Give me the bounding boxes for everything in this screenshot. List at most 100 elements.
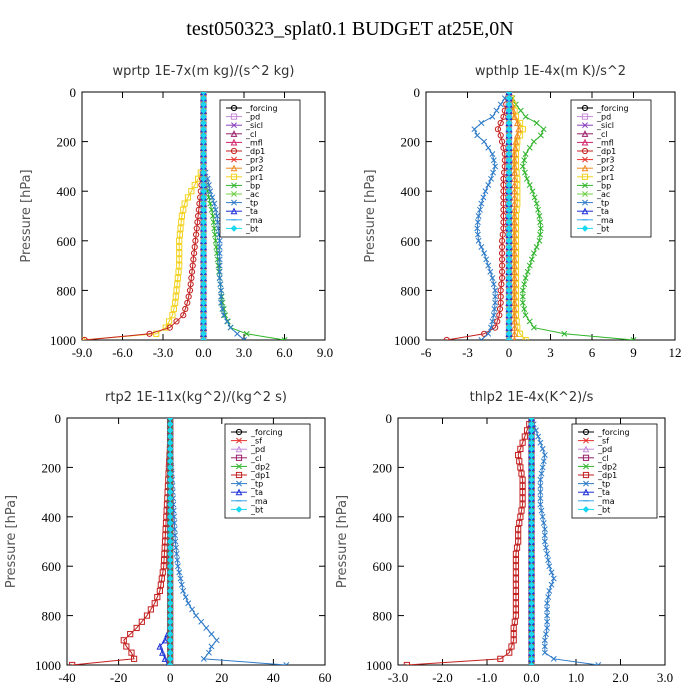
- point_dp1: [515, 538, 522, 545]
- legend-label_ta: _ta: [250, 488, 263, 497]
- point_bp: [530, 250, 537, 257]
- legend-marker_dp2: [583, 463, 589, 470]
- legend-marker_pd: [582, 445, 590, 453]
- point_bp: [243, 330, 250, 337]
- point_bp: [524, 175, 530, 182]
- point_tp: [497, 101, 504, 108]
- legend-label_tp: _tp: [250, 480, 263, 489]
- point_pr1: [516, 330, 524, 337]
- legend-marker_pr1: [230, 173, 238, 180]
- point_bp: [521, 157, 528, 164]
- point_tp: [490, 169, 497, 176]
- point_bp: [530, 324, 537, 331]
- series-group: [443, 92, 637, 340]
- point_pr2: [513, 131, 521, 139]
- point_bt: [200, 256, 207, 263]
- point_bt: [166, 488, 174, 496]
- legend-marker_forcing: [235, 428, 243, 436]
- point_bt: [200, 287, 207, 294]
- point_bt: [505, 268, 513, 276]
- point_tp: [492, 299, 499, 306]
- y-tick-label: 200: [42, 460, 62, 475]
- point_dp1: [498, 262, 506, 269]
- point_tp: [544, 606, 551, 613]
- point_dp1: [492, 324, 499, 331]
- point_tp: [541, 649, 548, 656]
- point_bp: [530, 138, 537, 145]
- point_dp1: [512, 556, 520, 564]
- series-group: [69, 418, 290, 665]
- point_ta: [159, 648, 166, 656]
- point_bp: [214, 250, 220, 257]
- point_tp: [216, 262, 223, 269]
- point_bt: [528, 649, 535, 656]
- point_bt: [505, 243, 513, 251]
- point_bt: [200, 212, 207, 220]
- point_bt: [505, 280, 513, 288]
- point_bt: [528, 655, 535, 663]
- legend-label_pr1: _pr1: [596, 173, 614, 182]
- point_bt: [166, 451, 174, 459]
- y-tick-label: 200: [401, 135, 421, 150]
- x-tick-label: 12: [669, 345, 682, 360]
- legend-marker_cl: [582, 454, 590, 461]
- point_pr1: [174, 274, 181, 282]
- point_tp: [485, 330, 492, 337]
- point_tp: [172, 532, 178, 539]
- point_bt: [200, 231, 207, 238]
- point_bt: [200, 268, 207, 276]
- point_bt: [166, 643, 174, 650]
- point_tp: [492, 163, 499, 170]
- point_dp1: [510, 631, 517, 638]
- point_bt: [200, 237, 207, 245]
- point_bt: [200, 225, 207, 232]
- point_tp: [227, 324, 234, 331]
- legend-label_tp: _tp: [245, 199, 258, 208]
- x-tick-label: 9: [630, 345, 637, 360]
- series-line_pr1: [82, 92, 204, 340]
- legend-label_pd: _pd: [250, 445, 265, 454]
- point_bt: [200, 305, 207, 313]
- point_bt: [528, 519, 535, 527]
- legend-label_bt: _bt: [250, 505, 263, 514]
- point_bt: [505, 156, 513, 164]
- point_bt: [166, 661, 174, 665]
- point_pr1: [174, 281, 181, 288]
- point_tp: [491, 306, 498, 312]
- legend-label_forcing: _forcing: [596, 104, 629, 113]
- y-tick-label: 400: [57, 184, 77, 199]
- legend-marker_dp1: [230, 147, 238, 155]
- point_dp1: [403, 661, 410, 665]
- point_tp: [483, 256, 490, 263]
- point_pr1: [178, 219, 185, 226]
- x-tick-label: 0.0: [523, 670, 539, 685]
- point_bt: [166, 544, 174, 551]
- legend-marker_sicl: [231, 122, 237, 129]
- point_tp: [543, 631, 549, 638]
- legend-marker_bt: [582, 506, 590, 513]
- point_bt: [200, 243, 207, 251]
- point_bt: [528, 544, 535, 551]
- point_bt: [200, 194, 207, 201]
- point_dp1: [481, 330, 488, 337]
- point_bt: [166, 464, 174, 471]
- point_pr1: [178, 212, 186, 220]
- point_dp1: [496, 305, 504, 313]
- point_dp2: [167, 662, 174, 665]
- legend-marker_pd: [581, 113, 589, 120]
- point_dp1: [499, 231, 506, 238]
- x-tick-label: 60: [319, 670, 332, 685]
- point_tp: [216, 268, 223, 275]
- point_bt: [505, 187, 513, 195]
- point_bt: [528, 612, 535, 619]
- point_dp1: [127, 631, 134, 638]
- point_bt: [200, 311, 207, 319]
- point_dp1: [166, 324, 173, 331]
- point_bt: [200, 138, 207, 145]
- point_tp: [478, 244, 485, 250]
- point_pr1: [165, 318, 173, 325]
- point_dp1: [508, 643, 515, 650]
- legend-label_ma: _ma: [597, 497, 615, 506]
- point_dp1: [497, 287, 504, 294]
